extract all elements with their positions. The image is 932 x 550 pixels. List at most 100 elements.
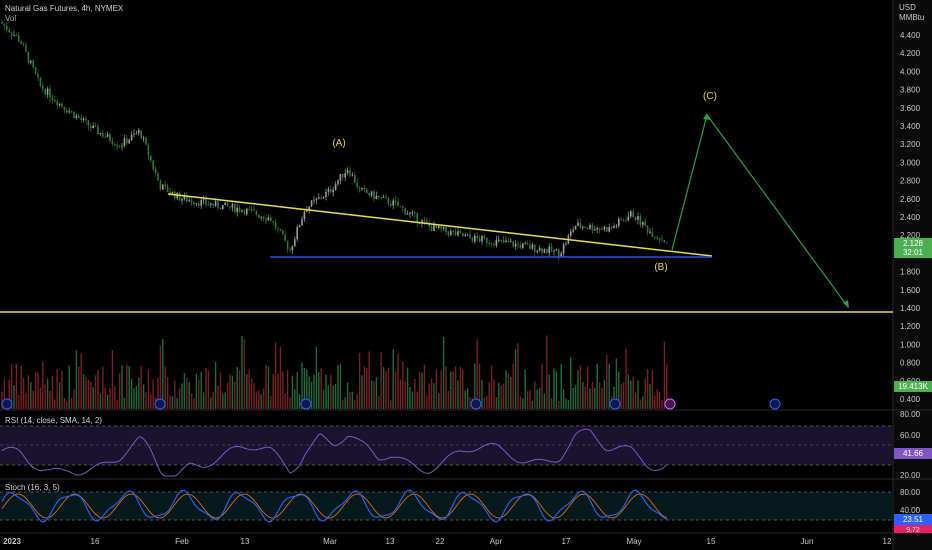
volume-bar	[75, 350, 78, 409]
candle-body	[279, 228, 282, 231]
volume-bar	[596, 363, 598, 409]
candle-body	[152, 160, 154, 170]
event-marker-icon	[664, 398, 676, 410]
candle-body	[529, 244, 531, 249]
volume-bar	[478, 363, 481, 409]
symbol-title[interactable]: Natural Gas Futures, 4h, NYMEX	[5, 4, 124, 13]
volume-bar	[193, 398, 195, 409]
candle-body	[370, 191, 373, 196]
volume-bar	[644, 377, 646, 409]
volume-bar	[114, 386, 116, 409]
candle-body	[426, 220, 428, 224]
candle-body	[476, 235, 478, 239]
volume-bar	[349, 391, 351, 409]
volume-bar	[234, 381, 236, 409]
candle-body	[632, 211, 634, 218]
volume-bar	[85, 376, 87, 409]
candle-body	[385, 196, 387, 198]
volume-bar	[116, 399, 118, 409]
volume-bar	[210, 397, 212, 409]
descending-trendline[interactable]	[167, 193, 713, 257]
stoch-legend[interactable]: Stoch (16, 3, 5)	[5, 483, 60, 492]
candle-body	[22, 44, 25, 46]
volume-bar	[334, 384, 337, 409]
candle-body	[469, 234, 471, 238]
candle-body	[450, 231, 452, 236]
candle-body	[519, 244, 522, 248]
price-unit[interactable]: MMBtu	[899, 13, 924, 22]
volume-bar	[205, 368, 207, 409]
volume-bar	[200, 371, 202, 409]
candle-body	[181, 199, 183, 201]
candle-body	[212, 203, 214, 206]
volume-bar	[308, 376, 310, 409]
time-axis-label: 13	[241, 537, 250, 546]
candle-body	[80, 118, 82, 121]
volume-bar	[454, 366, 457, 409]
volume-bar	[265, 364, 267, 409]
candle-body	[183, 195, 186, 200]
volume-bar	[42, 360, 44, 409]
volume-bar	[90, 381, 92, 409]
volume-legend[interactable]: Vol	[5, 14, 16, 23]
candle-body	[190, 200, 193, 203]
candle-body	[577, 222, 579, 226]
volume-bar	[505, 370, 507, 409]
candle-body	[214, 201, 217, 206]
candle-body	[634, 217, 637, 220]
volume-bar	[310, 381, 313, 409]
volume-value: 19.413K	[898, 382, 928, 391]
volume-bar	[27, 375, 30, 409]
volume-bar	[500, 385, 502, 409]
price-tick-label: 1.400	[900, 304, 921, 313]
candle-body	[649, 231, 651, 233]
volume-bar	[366, 367, 368, 409]
candle-body	[318, 197, 320, 199]
volume-bar	[346, 382, 349, 409]
candle-body	[570, 231, 572, 236]
candle-body	[102, 132, 104, 137]
volume-bar	[582, 381, 584, 409]
candle-body	[166, 186, 169, 193]
rsi-value: 41.66	[903, 449, 924, 458]
price-tick-label: 3.400	[900, 122, 921, 131]
volume-bar	[238, 370, 241, 409]
volume-bar	[296, 371, 298, 409]
volume-bar	[92, 386, 94, 409]
candle-body	[406, 213, 409, 215]
wave-label-a: (A)	[332, 138, 345, 149]
volume-bar	[255, 391, 258, 409]
event-markers[interactable]	[1, 398, 781, 410]
volume-bar	[277, 373, 279, 409]
rsi-legend[interactable]: RSI (14, close, SMA, 14, 2)	[5, 416, 102, 425]
candle-body	[186, 195, 188, 202]
volume-bar	[447, 391, 450, 409]
candle-body	[656, 237, 658, 239]
candle-body	[399, 206, 402, 208]
volume-bar	[3, 378, 6, 409]
stoch-tick-label: 80.00	[900, 488, 921, 497]
candle-body	[246, 208, 248, 215]
candle-body	[387, 197, 390, 204]
candle-body	[603, 226, 606, 230]
candle-body	[286, 240, 289, 250]
candle-body	[646, 225, 649, 233]
volume-bar	[634, 392, 637, 409]
candle-body	[32, 60, 34, 68]
candle-body	[483, 236, 486, 238]
volume-bar	[483, 398, 486, 409]
candle-body	[606, 226, 608, 232]
candle-body	[142, 137, 145, 139]
volume-bar	[651, 370, 654, 409]
volume-bar	[306, 369, 308, 409]
candle-body	[147, 144, 150, 156]
candle-body	[639, 216, 642, 225]
volume-bar	[162, 339, 164, 409]
candle-body	[586, 227, 589, 229]
volume-bar	[15, 363, 18, 409]
candle-body	[253, 209, 255, 211]
volume-bar	[313, 374, 315, 409]
volume-bar	[558, 400, 560, 409]
event-marker-icon	[154, 398, 166, 410]
